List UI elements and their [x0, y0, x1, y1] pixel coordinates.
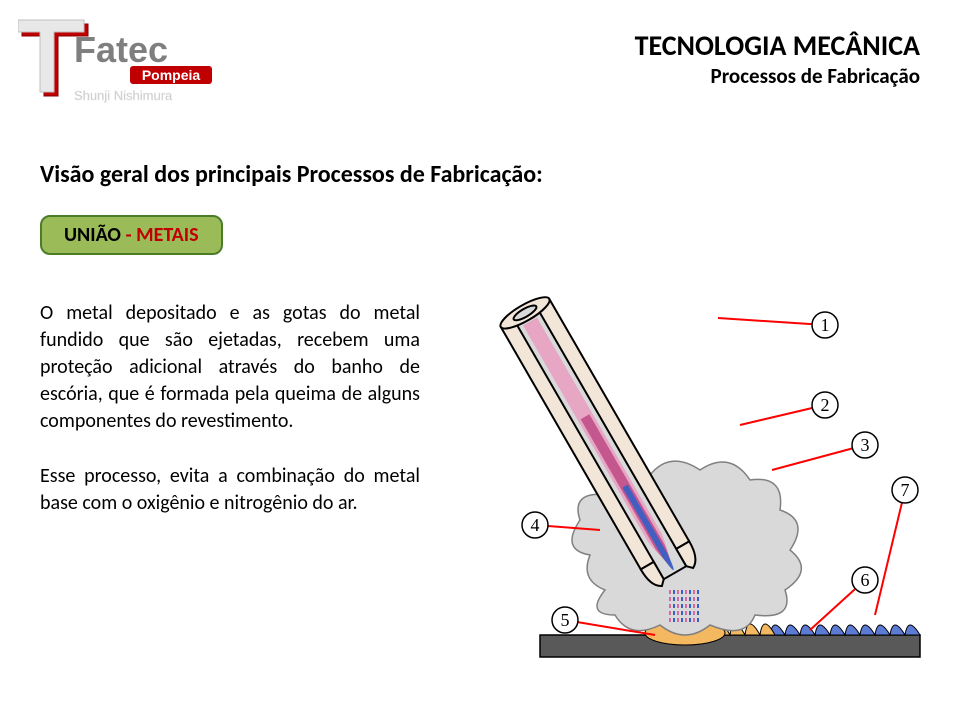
- diagram-label-5: 5: [561, 610, 570, 630]
- logo-main-text: Fatec: [74, 29, 168, 70]
- logo-sub-text: Pompeia: [142, 67, 201, 83]
- diagram-label-1: 1: [821, 315, 830, 335]
- logo-tagline: Shunji Nishimura: [74, 88, 173, 103]
- section-title: Visão geral dos principais Processos de …: [40, 160, 543, 189]
- diagram-label-7: 7: [901, 480, 910, 500]
- badge-part2: - METAIS: [125, 223, 198, 247]
- diagram-label-6: 6: [861, 570, 870, 590]
- paragraph-1: O metal depositado e as gotas do metal f…: [40, 300, 420, 435]
- logo: Fatec Pompeia Shunji Nishimura: [18, 18, 228, 113]
- badge-uniao-metais: UNIÃO - METAIS: [40, 215, 223, 255]
- header: TECNOLOGIA MECÂNICA Processos de Fabrica…: [635, 28, 920, 89]
- paragraph-2: Esse processo, evita a combinação do met…: [40, 463, 420, 517]
- slide: Fatec Pompeia Shunji Nishimura TECNOLOGI…: [0, 0, 960, 725]
- diagram-label-2: 2: [821, 395, 830, 415]
- header-title: TECNOLOGIA MECÂNICA: [635, 28, 920, 63]
- welding-diagram: 1 2 3 4 5 6 7: [470, 290, 930, 670]
- header-subtitle: Processos de Fabricação: [635, 63, 920, 89]
- diagram-label-4: 4: [531, 515, 540, 535]
- body-text: O metal depositado e as gotas do metal f…: [40, 300, 420, 545]
- diagram-label-3: 3: [861, 435, 870, 455]
- badge-part1: UNIÃO: [64, 223, 125, 247]
